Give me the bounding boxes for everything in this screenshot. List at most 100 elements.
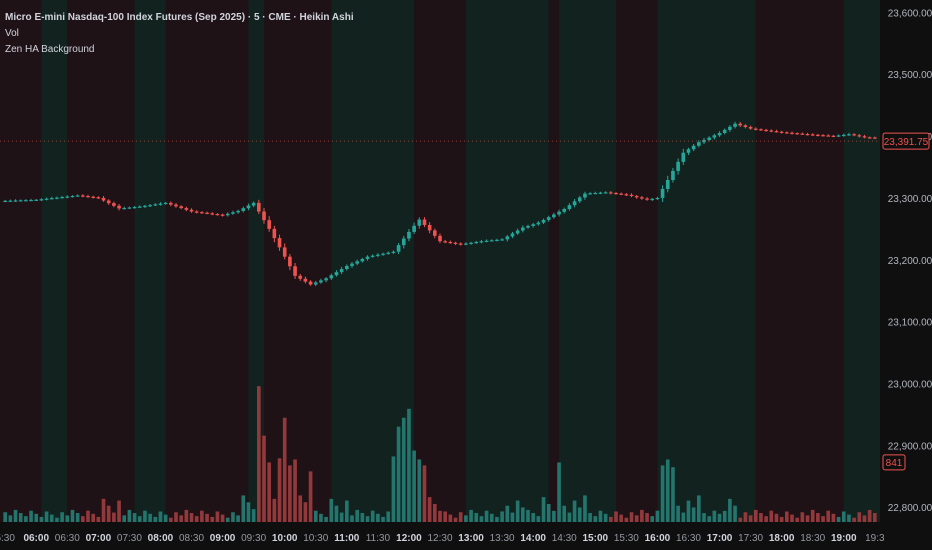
candle-body <box>220 214 225 216</box>
volume-bar <box>179 515 183 522</box>
volume-bar <box>655 510 660 522</box>
volume-bar <box>184 509 189 522</box>
candle-body <box>417 219 422 226</box>
volume-bar <box>236 515 240 522</box>
volume-bar <box>143 510 147 522</box>
candle-body <box>386 252 391 254</box>
volume-bar <box>55 517 59 522</box>
volume-bar <box>448 514 453 522</box>
candle-body <box>360 258 365 262</box>
volume-bar <box>174 512 178 522</box>
volume-bar <box>443 511 447 522</box>
candle-body <box>619 193 623 195</box>
candle-body <box>847 134 851 136</box>
volume-bar <box>272 498 277 522</box>
volume-bar <box>412 450 416 522</box>
candle-body <box>293 266 297 276</box>
candle-body <box>179 206 183 209</box>
time-tick-label: 08:30 <box>179 533 204 544</box>
volume-bar <box>665 459 670 522</box>
time-tick-label: 09:30 <box>241 533 266 544</box>
volume-bar <box>246 502 251 522</box>
candle-body <box>215 213 220 216</box>
candle-body <box>148 205 152 207</box>
volume-bar <box>324 516 328 522</box>
candle-body <box>655 197 660 200</box>
volume-bar <box>220 514 225 522</box>
candle-body <box>810 134 815 136</box>
zen-ha-indicator-label[interactable]: Zen HA Background <box>5 44 95 55</box>
volume-bar <box>624 517 629 522</box>
candle-body <box>728 126 732 130</box>
candle-body <box>391 251 396 253</box>
candle-body <box>329 275 334 279</box>
candle-body <box>381 253 385 255</box>
volume-indicator-label[interactable]: Vol <box>5 28 19 39</box>
volume-bar <box>577 507 582 522</box>
candle-body <box>18 200 23 202</box>
candle-body <box>137 206 142 208</box>
volume-bar <box>345 500 349 522</box>
candle-body <box>764 129 768 132</box>
volume-bar <box>531 513 535 522</box>
volume-bar <box>733 505 737 522</box>
last-volume-label: 841 <box>886 458 903 469</box>
volume-bar <box>546 503 551 522</box>
candle-body <box>562 209 567 212</box>
volume-bar <box>60 512 64 522</box>
candle-body <box>707 137 711 140</box>
candle-body <box>577 197 582 202</box>
candle-body <box>308 281 313 285</box>
volume-bar <box>163 514 168 522</box>
volume-bar <box>588 513 592 522</box>
candle-body <box>422 219 427 225</box>
volume-bar <box>743 512 748 522</box>
volume-bar <box>106 505 111 522</box>
candle-body <box>407 231 411 239</box>
candle-body <box>681 152 686 162</box>
last-price-label: 23,391.75 <box>884 137 929 148</box>
last-price-badge <box>882 132 930 150</box>
volume-bar <box>370 510 375 522</box>
last-volume-badge <box>882 454 906 471</box>
candle-body <box>158 203 163 205</box>
bg-band-up <box>843 0 880 522</box>
volume-bar <box>676 505 680 522</box>
candle-body <box>474 241 479 244</box>
candle-body <box>169 202 173 205</box>
candle-body <box>774 131 779 133</box>
volume-bar <box>401 417 406 522</box>
candle-body <box>464 243 468 245</box>
candle-body <box>526 225 530 228</box>
volume-bar <box>225 517 230 522</box>
time-tick-label: 5:30 <box>0 533 15 544</box>
time-tick-label: 12:00 <box>396 533 422 544</box>
volume-bar <box>396 426 401 522</box>
candle-body <box>117 205 121 209</box>
volume-bar <box>319 513 323 522</box>
candle-body <box>748 126 753 129</box>
volume-bar <box>769 510 774 522</box>
volume-bar <box>567 512 572 522</box>
volume-bar <box>112 512 116 522</box>
bg-band-up <box>657 0 756 522</box>
candle-body <box>572 201 577 206</box>
time-tick-label: 19:00 <box>831 533 857 544</box>
volume-bar <box>650 516 655 522</box>
volume-bar <box>691 507 696 522</box>
volume-bar <box>200 510 204 522</box>
volume-bar <box>49 514 54 522</box>
candle-body <box>515 230 520 234</box>
bg-band-down <box>755 0 844 522</box>
candle-body <box>339 269 344 273</box>
candle-body <box>862 136 867 138</box>
candle-body <box>433 230 437 236</box>
candle-body <box>603 192 608 194</box>
candle-body <box>443 241 447 243</box>
volume-bar <box>303 502 308 522</box>
candle-body <box>106 200 111 204</box>
symbol-title[interactable]: Micro E-mini Nasdaq-100 Index Futures (S… <box>5 12 354 23</box>
volume-bar <box>489 513 494 522</box>
volume-bar <box>282 417 287 522</box>
